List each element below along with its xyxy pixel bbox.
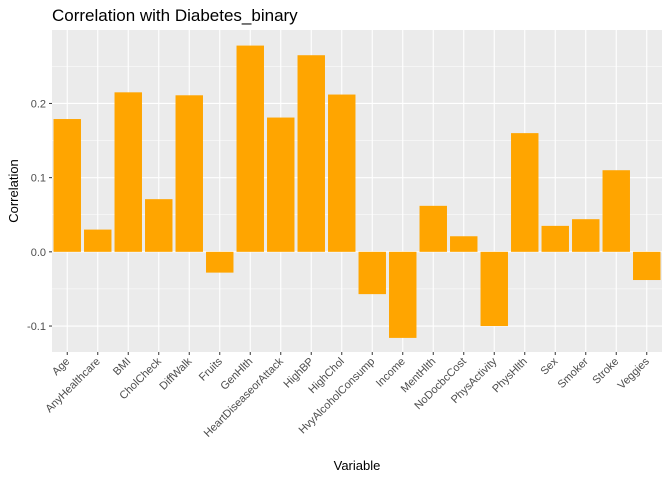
bar-anyhealthcare — [84, 229, 112, 252]
bar-physhlth — [511, 133, 539, 252]
bar-diffwalk — [175, 95, 203, 252]
x-tick-label: BMI — [111, 356, 133, 378]
bar-income — [389, 251, 417, 338]
bar-nodocbccost — [450, 236, 478, 252]
x-tick-label: DiffWalk — [157, 355, 194, 392]
x-tick-label: Sex — [538, 355, 560, 377]
x-tick-label: AnyHealthcare — [43, 356, 103, 416]
bar-sex — [541, 225, 569, 252]
x-axis-label: Variable — [334, 458, 381, 473]
bar-highchol — [328, 94, 356, 252]
y-axis: -0.1 0.0 0.1 0.2 — [27, 98, 52, 333]
bar-age — [53, 119, 81, 252]
bar-highbp — [297, 55, 325, 252]
bar-physactivity — [480, 251, 508, 327]
y-axis-label: Correlation — [6, 159, 21, 223]
bar-genhlth — [236, 45, 264, 252]
y-tick-label: 0.2 — [31, 98, 46, 110]
bar-veggies — [633, 251, 661, 281]
x-tick-label: Fruits — [197, 355, 225, 383]
x-tick-label: Veggies — [616, 355, 653, 392]
bar-stroke — [602, 170, 630, 252]
y-tick-label: -0.1 — [27, 321, 46, 333]
bar-cholcheck — [145, 199, 173, 252]
bar-fruits — [206, 251, 234, 273]
y-tick-label: 0.1 — [31, 173, 46, 185]
x-tick-label: Smoker — [556, 355, 592, 391]
bar-hvyalcoholconsump — [358, 251, 386, 295]
x-tick-label: Age — [50, 356, 72, 378]
y-tick-label: 0.0 — [31, 247, 46, 259]
bar-smoker — [572, 219, 600, 252]
bar-bmi — [114, 92, 142, 252]
bar-heartdiseaseorattack — [267, 117, 295, 252]
chart-title: Correlation with Diabetes_binary — [52, 6, 298, 25]
bar-menthlth — [419, 205, 447, 252]
bars — [53, 45, 661, 338]
plot-panel — [52, 30, 662, 352]
